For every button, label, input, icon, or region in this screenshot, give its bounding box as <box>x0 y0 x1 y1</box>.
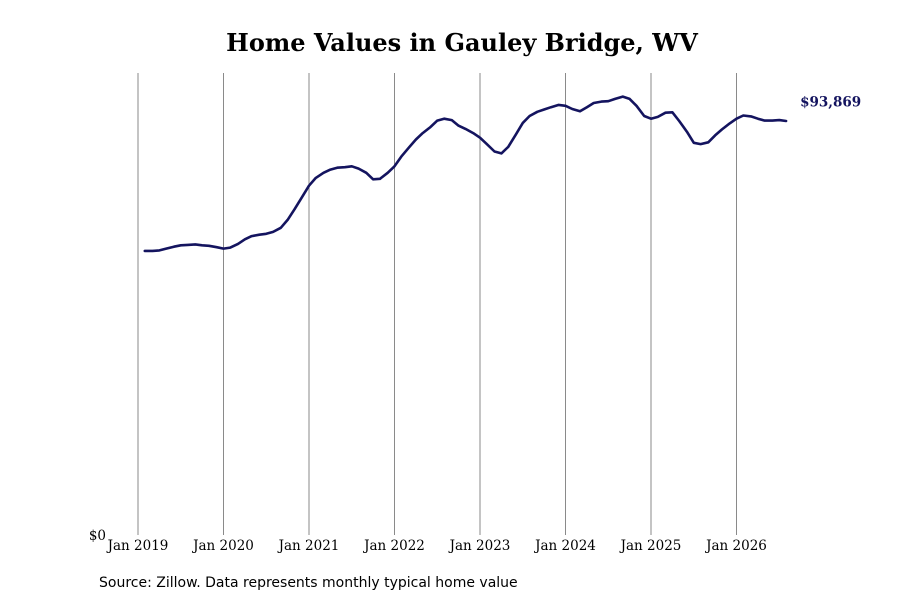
x-tick-label: Jan 2024 <box>533 538 596 554</box>
home-value-series-line <box>143 95 788 253</box>
x-tick-label: Jan 2026 <box>704 538 767 554</box>
source-note: Source: Zillow. Data represents monthly … <box>99 575 518 591</box>
x-tick-label: Jan 2021 <box>277 538 340 554</box>
x-tick-label: Jan 2022 <box>362 538 425 554</box>
x-tick-label: Jan 2025 <box>619 538 682 554</box>
x-axis-ticks: Jan 2019 Jan 2020 Jan 2021 Jan 2022 Jan 2023… <box>106 538 767 554</box>
end-value-label: $93,869 <box>800 94 861 110</box>
x-tick-label: Jan 2020 <box>191 538 254 554</box>
y-tick-label: $0 <box>89 528 106 544</box>
vertical-gridlines <box>137 73 737 535</box>
x-tick-label: Jan 2023 <box>448 538 511 554</box>
chart-title: Home Values in Gauley Bridge, WV <box>226 28 698 57</box>
x-tick-label: Jan 2019 <box>106 538 169 554</box>
